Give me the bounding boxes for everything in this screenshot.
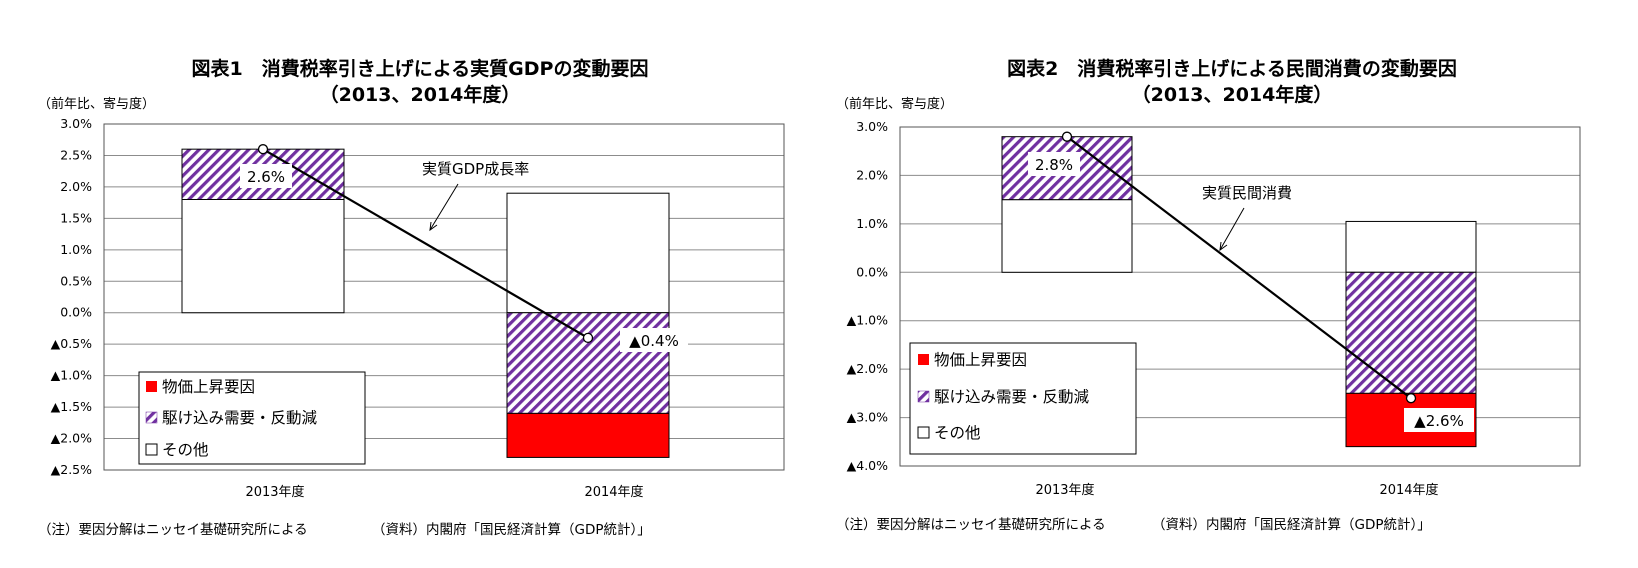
y-tick-label: ▲1.0% <box>51 368 92 383</box>
chart-2-legend-label: その他 <box>934 424 981 442</box>
chart-1-category-label: 2013年度 <box>245 484 304 500</box>
chart-1-legend-swatch-other <box>145 443 158 456</box>
chart-1-legend-box <box>138 371 366 465</box>
chart-2-annotation-arrow <box>1219 207 1245 251</box>
chart-1-category-label: 2014年度 <box>584 484 643 500</box>
chart-1-legend-label: 駆け込み需要・反動減 <box>162 409 318 427</box>
y-tick-label: ▲2.5% <box>51 462 92 477</box>
chart-1-x-axis-labels: 2013年度 2014年度 <box>245 484 643 500</box>
chart-1-annotation-arrow <box>429 183 459 231</box>
bar-segment <box>506 412 670 458</box>
chart-1-value-label: ▲0.4% <box>629 332 679 350</box>
chart-2-annotation-arrowhead <box>1219 241 1228 252</box>
y-tick-label: ▲2.0% <box>847 361 888 376</box>
chart-2-x-axis-labels: 2013年度 2014年度 <box>1035 482 1438 498</box>
chart-1-legend-swatch-demand <box>145 411 158 424</box>
y-tick-label: 2.0% <box>60 179 92 194</box>
y-tick-label: 2.0% <box>856 167 888 182</box>
y-tick-label: ▲0.5% <box>51 336 92 351</box>
chart-1-value-label-box <box>240 164 292 188</box>
y-tick-label: 0.0% <box>60 305 92 320</box>
chart-2-legend-swatch-demand <box>917 390 930 403</box>
chart-1-plot-frame <box>103 123 785 471</box>
y-tick-label: 2.5% <box>60 147 92 162</box>
y-tick-label: 3.0% <box>856 119 888 134</box>
chart-1-value-label-box <box>620 328 688 352</box>
bar-segment <box>1345 271 1477 394</box>
y-tick-label: ▲1.0% <box>847 313 888 328</box>
chart-2-legend-box <box>909 342 1137 455</box>
bar-segment <box>1345 220 1477 273</box>
y-tick-label: 1.5% <box>60 210 92 225</box>
y-tick-label: 3.0% <box>60 116 92 131</box>
bar-segment <box>1001 199 1133 273</box>
bar-segment <box>506 312 670 414</box>
chart-1-bars <box>181 148 670 458</box>
y-tick-label: 0.0% <box>856 264 888 279</box>
line-point <box>1405 393 1417 404</box>
chart-1: 図表1 消費税率引き上げによる実質GDPの変動要因 （2013、2014年度） … <box>38 57 785 538</box>
chart-2-legend: 物価上昇要因 駆け込み需要・反動減 その他 <box>909 342 1137 455</box>
chart-1-annotation-arrowhead <box>429 221 438 232</box>
y-tick-label: 1.0% <box>856 216 888 231</box>
chart-1-source: （資料）内閣府「国民経済計算（GDP統計）」 <box>372 522 651 538</box>
chart-2-unit-label: （前年比、寄与度） <box>836 96 953 112</box>
y-tick-label: ▲1.5% <box>51 399 92 414</box>
chart-2-category-label: 2013年度 <box>1035 482 1094 498</box>
series-line <box>262 148 589 339</box>
chart-2-legend-label: 駆け込み需要・反動減 <box>934 388 1090 406</box>
chart-2-source: （資料）内閣府「国民経済計算（GDP統計）」 <box>1152 517 1431 533</box>
chart-1-value-label: 2.6% <box>247 168 285 186</box>
series-line <box>1066 135 1412 400</box>
chart-1-line-label: 実質GDP成長率 <box>422 160 529 178</box>
chart-2: 図表2 消費税率引き上げによる民間消費の変動要因 （2013、2014年度） （… <box>836 57 1581 533</box>
chart-2-legend-swatch-other <box>917 426 930 439</box>
y-tick-label: ▲4.0% <box>847 458 888 473</box>
chart-2-value-label: 2.8% <box>1035 156 1073 174</box>
chart-1-title: 図表1 消費税率引き上げによる実質GDPの変動要因 <box>192 57 649 80</box>
y-tick-label: ▲2.0% <box>51 431 92 446</box>
chart-2-line <box>1061 131 1417 404</box>
chart-1-legend-label: その他 <box>162 441 209 459</box>
bar-segment <box>181 198 345 314</box>
y-tick-label: ▲3.0% <box>847 410 888 425</box>
chart-2-note: （注）要因分解はニッセイ基礎研究所による <box>836 516 1106 533</box>
bar-segment <box>506 192 670 314</box>
chart-1-legend-swatch-price <box>146 381 157 392</box>
chart-1-legend: 物価上昇要因 駆け込み需要・反動減 その他 <box>138 371 366 465</box>
chart-2-value-label-box <box>1404 408 1474 432</box>
chart-2-category-label: 2014年度 <box>1379 482 1438 498</box>
chart-1-note: （注）要因分解はニッセイ基礎研究所による <box>38 521 308 538</box>
line-point <box>1061 131 1073 142</box>
chart-2-value-label-box <box>1028 152 1080 176</box>
chart-1-unit-label: （前年比、寄与度） <box>38 96 155 112</box>
chart-2-subtitle: （2013、2014年度） <box>1132 83 1333 106</box>
line-point <box>257 144 269 155</box>
chart-1-legend-label: 物価上昇要因 <box>162 378 255 396</box>
chart-1-line <box>257 144 594 344</box>
chart-1-y-ticks: 3.0% 2.5% 2.0% 1.5% 1.0% 0.5% 0.0% ▲0.5% ▲1.0% ▲1… <box>51 116 92 477</box>
chart-2-line-label: 実質民間消費 <box>1202 184 1292 202</box>
chart-2-title: 図表2 消費税率引き上げによる民間消費の変動要因 <box>1007 57 1457 80</box>
y-tick-label: 1.0% <box>60 242 92 257</box>
chart-2-y-ticks: 3.0% 2.0% 1.0% 0.0% ▲1.0% ▲2.0% ▲3.0% ▲4.0% <box>847 119 888 473</box>
line-point <box>582 332 594 344</box>
chart-2-plot-frame <box>899 126 1581 467</box>
chart-1-subtitle: （2013、2014年度） <box>320 83 521 106</box>
y-tick-label: 0.5% <box>60 273 92 288</box>
chart-2-legend-label: 物価上昇要因 <box>934 351 1027 369</box>
chart-2-legend-swatch-price <box>918 354 929 365</box>
chart-2-value-label: ▲2.6% <box>1414 412 1464 430</box>
